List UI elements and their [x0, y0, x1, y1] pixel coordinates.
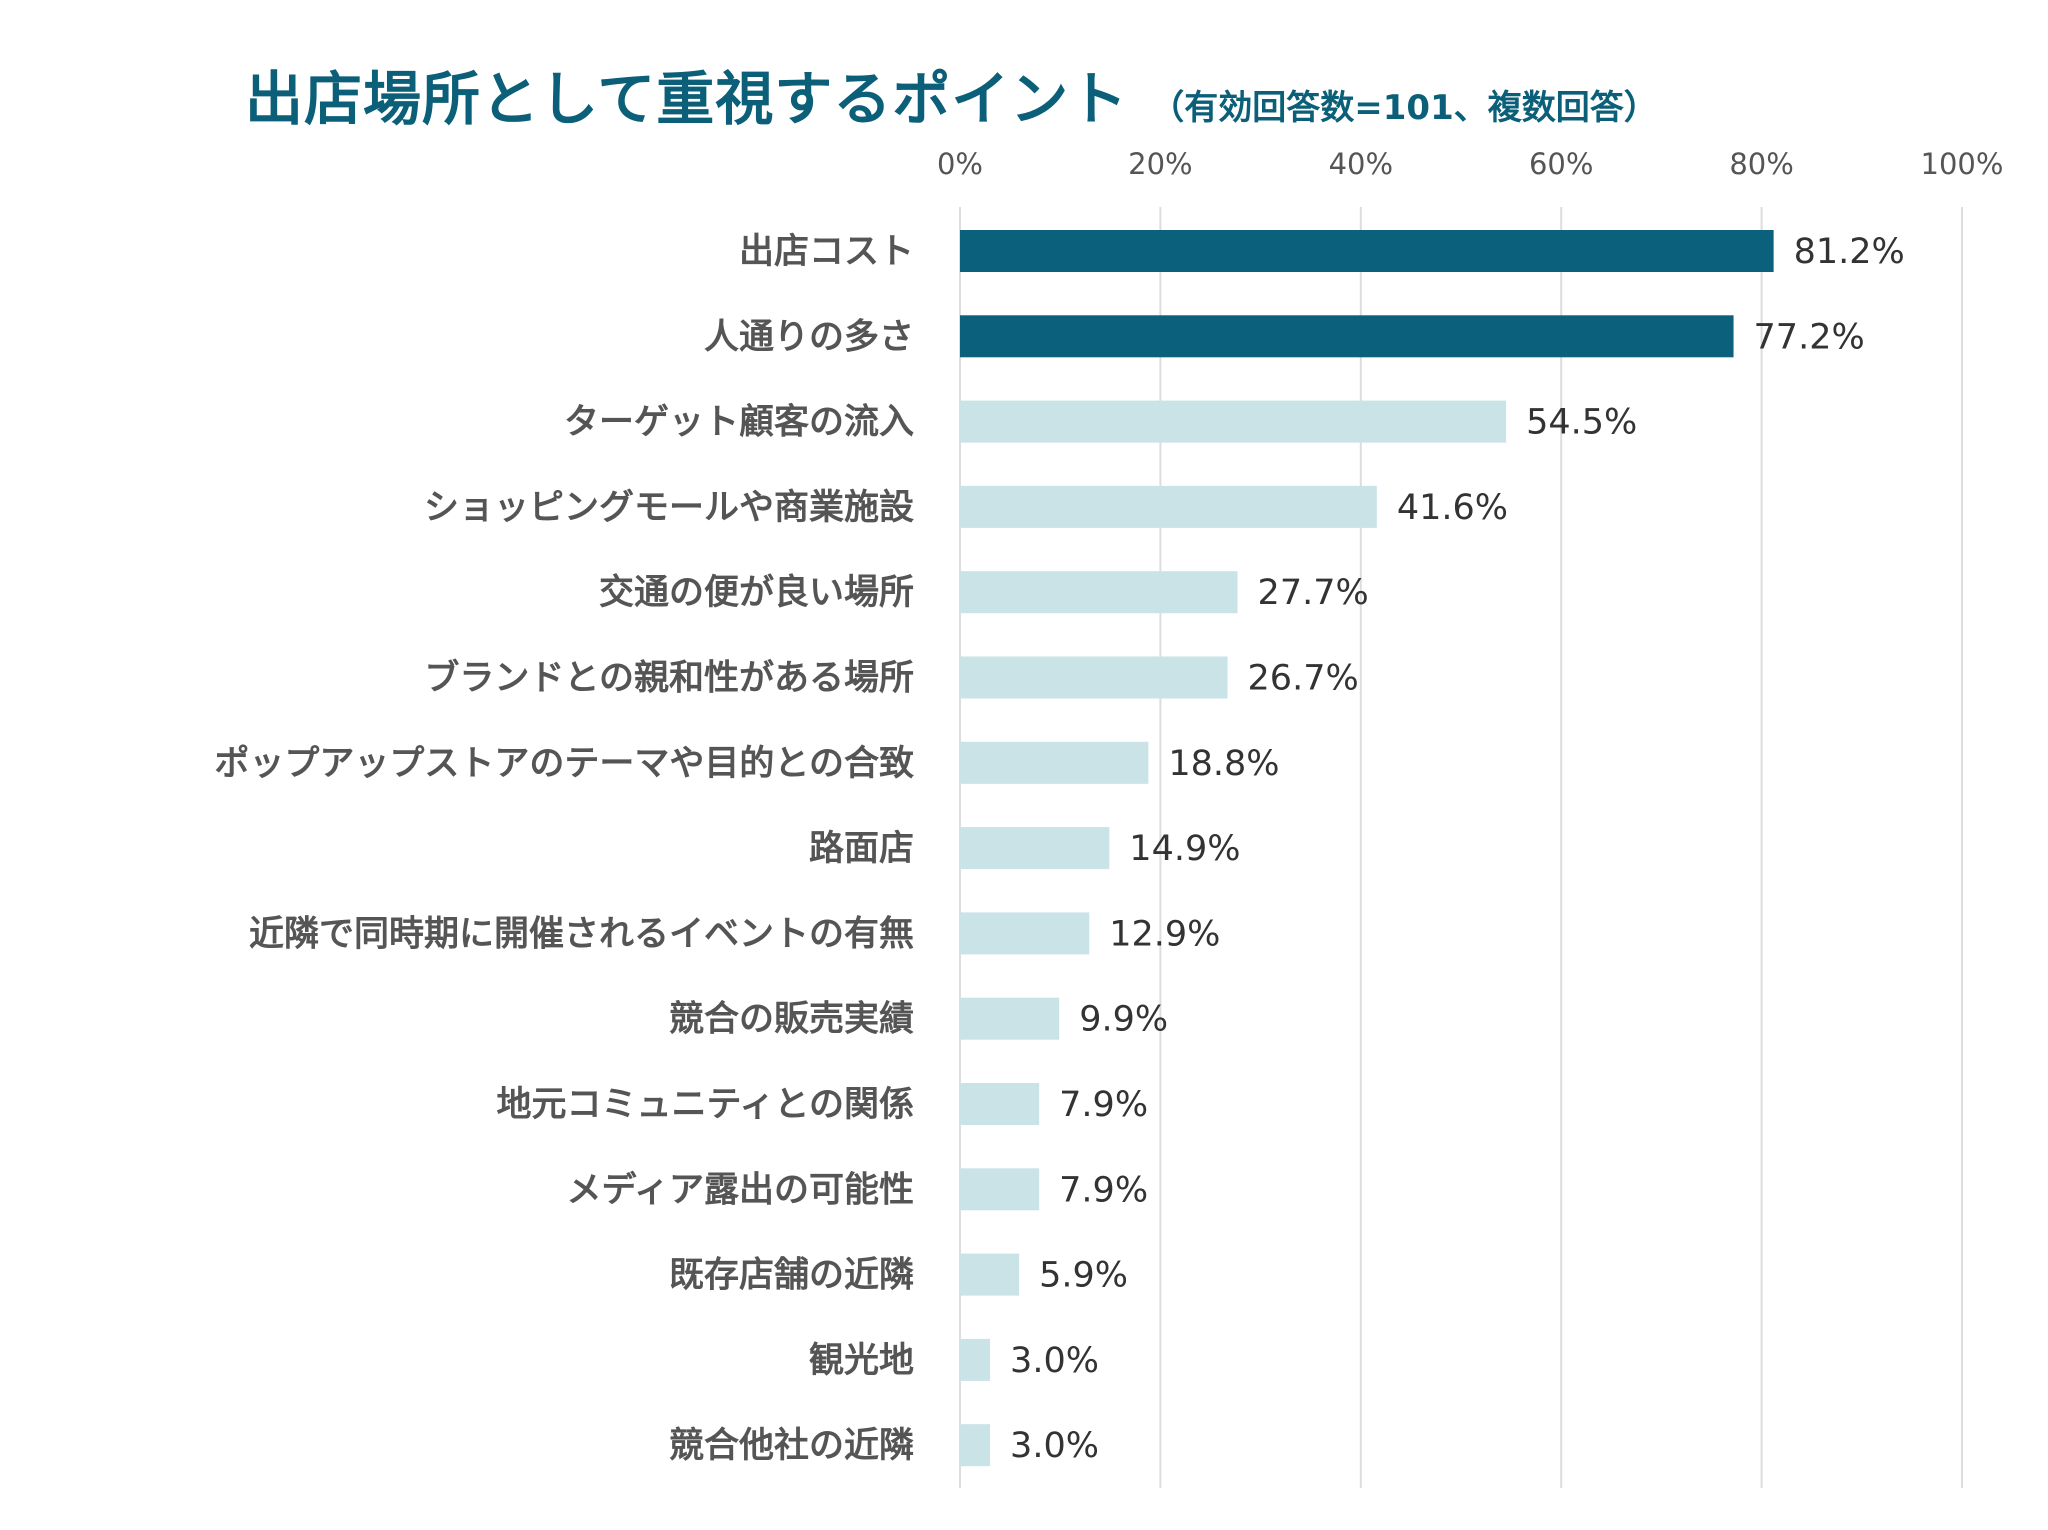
category-label: 交通の便が良い場所: [599, 572, 914, 613]
x-tick-label: 40%: [1329, 147, 1393, 181]
bar: [960, 656, 1228, 699]
category-label: メディア露出の可能性: [566, 1169, 914, 1210]
value-label: 5.9%: [1039, 1256, 1128, 1296]
value-label: 18.8%: [1168, 744, 1279, 784]
bar: [960, 230, 1774, 272]
category-label: 近隣で同時期に開催されるイベントの有無: [249, 914, 914, 954]
value-label: 12.9%: [1109, 914, 1220, 954]
x-tick-label: 80%: [1729, 147, 1793, 181]
x-tick-label: 100%: [1921, 147, 2004, 181]
category-label: 既存店舗の近隣: [669, 1256, 914, 1296]
x-tick-label: 20%: [1128, 147, 1192, 181]
value-label: 9.9%: [1079, 1000, 1168, 1040]
bar: [960, 1338, 991, 1381]
chart-subtitle: （有効回答数=101、複数回答）: [1150, 88, 1658, 128]
bar: [960, 1083, 1040, 1125]
value-label: 81.2%: [1794, 232, 1905, 272]
category-label: 路面店: [809, 829, 914, 869]
category-label: ショッピングモールや商業施設: [424, 488, 914, 528]
bar: [960, 315, 1734, 358]
chart-title: 出店場所として重視するポイント （有効回答数=101、複数回答）: [245, 52, 1658, 136]
bar: [960, 400, 1507, 443]
value-label: 77.2%: [1754, 317, 1865, 357]
bar: [960, 485, 1377, 528]
bar: [960, 912, 1090, 955]
value-label: 7.9%: [1059, 1170, 1148, 1210]
value-label: 3.0%: [1010, 1341, 1099, 1381]
value-label: 26.7%: [1248, 659, 1359, 699]
category-label: 出店コスト: [739, 232, 914, 272]
category-label: 観光地: [809, 1341, 914, 1381]
value-label: 14.9%: [1129, 829, 1240, 869]
bar: [960, 571, 1238, 614]
value-label: 54.5%: [1526, 403, 1637, 443]
bar: [960, 827, 1110, 870]
category-label: ポップアップストアのテーマや目的との合致: [214, 743, 914, 784]
bar: [960, 1253, 1020, 1296]
bar: [960, 1424, 991, 1467]
value-label: 41.6%: [1397, 488, 1508, 528]
category-label: 競合の販売実績: [669, 1000, 914, 1040]
bar: [960, 1168, 1040, 1211]
value-label: 3.0%: [1010, 1426, 1099, 1466]
category-label: ブランドとの親和性がある場所: [424, 658, 914, 699]
value-label: 27.7%: [1258, 573, 1369, 613]
bar: [960, 741, 1149, 784]
category-label: 地元コミュニティとの関係: [496, 1085, 914, 1125]
x-tick-label: 60%: [1529, 147, 1593, 181]
value-label: 7.9%: [1059, 1085, 1148, 1125]
bar: [960, 997, 1060, 1040]
category-label: ターゲット顧客の流入: [564, 402, 914, 443]
category-label: 人通りの多さ: [704, 317, 914, 357]
category-label: 競合他社の近隣: [669, 1426, 914, 1466]
x-tick-label: 0%: [937, 147, 983, 181]
chart-title-main: 出店場所として重視するポイント: [245, 65, 1129, 133]
